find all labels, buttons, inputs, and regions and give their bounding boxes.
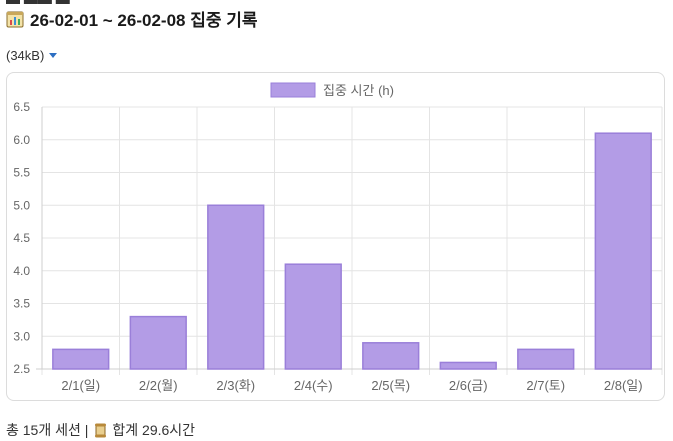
x-tick-label: 2/6(금) [449,378,488,393]
y-tick-label: 2.5 [13,362,30,376]
session-summary: 총 15개 세션 | 합계 29.6시간 [6,420,195,440]
x-tick-label: 2/5(목) [371,378,410,393]
chevron-down-icon[interactable] [49,53,58,58]
y-tick-label: 6.5 [13,100,30,114]
bar-chart: 집중 시간 (h) 2.5 3.0 3.5 4.0 4.5 5.0 5.5 6.0 6.5 2/1(… [13,82,663,393]
y-tick-label: 6.0 [13,133,30,147]
bar-2/8(일) [594,132,652,370]
legend-label: 집중 시간 (h) [323,83,394,98]
file-size-label: (34kB) [6,48,45,63]
total-hours-text: 합계 29.6시간 [112,422,196,438]
bar-2/1(일) [52,348,110,370]
cut-off-heading: ▬ ▬▬ ▬ [6,0,70,7]
bar-2/7(토) [517,348,575,370]
x-tick-label: 2/8(일) [604,378,643,393]
scroll-icon [94,423,107,438]
x-tick-label: 2/2(월) [139,378,178,393]
y-tick-label: 4.5 [13,231,30,245]
x-tick-label: 2/4(수) [294,378,333,393]
bar-2/5(목) [362,342,420,370]
x-tick-label: 2/7(토) [526,378,565,393]
file-size-row[interactable]: (34kB) [6,48,58,63]
title-text: 26-02-01 ~ 26-02-08 집중 기록 [30,11,258,30]
chart-container: 집중 시간 (h) 2.5 3.0 3.5 4.0 4.5 5.0 5.5 6.0 6.5 2/1(… [6,72,665,401]
bar-2/2(월) [129,315,187,370]
bar-2/4(수) [284,263,342,370]
page-title: 26-02-01 ~ 26-02-08 집중 기록 [6,6,257,31]
y-tick-label: 3.5 [13,297,30,311]
session-count-text: 총 15개 세션 | [6,422,89,438]
y-tick-label: 3.0 [13,329,30,343]
y-tick-label: 5.0 [13,198,30,212]
bar-2/3(화) [207,204,265,370]
y-tick-label: 5.5 [13,166,30,180]
chart-icon [6,10,24,28]
x-tick-label: 2/1(일) [61,378,100,393]
y-tick-label: 4.0 [13,264,30,278]
bar-2/6(금) [439,361,497,370]
x-tick-label: 2/3(화) [216,378,255,393]
legend-swatch [270,82,316,98]
